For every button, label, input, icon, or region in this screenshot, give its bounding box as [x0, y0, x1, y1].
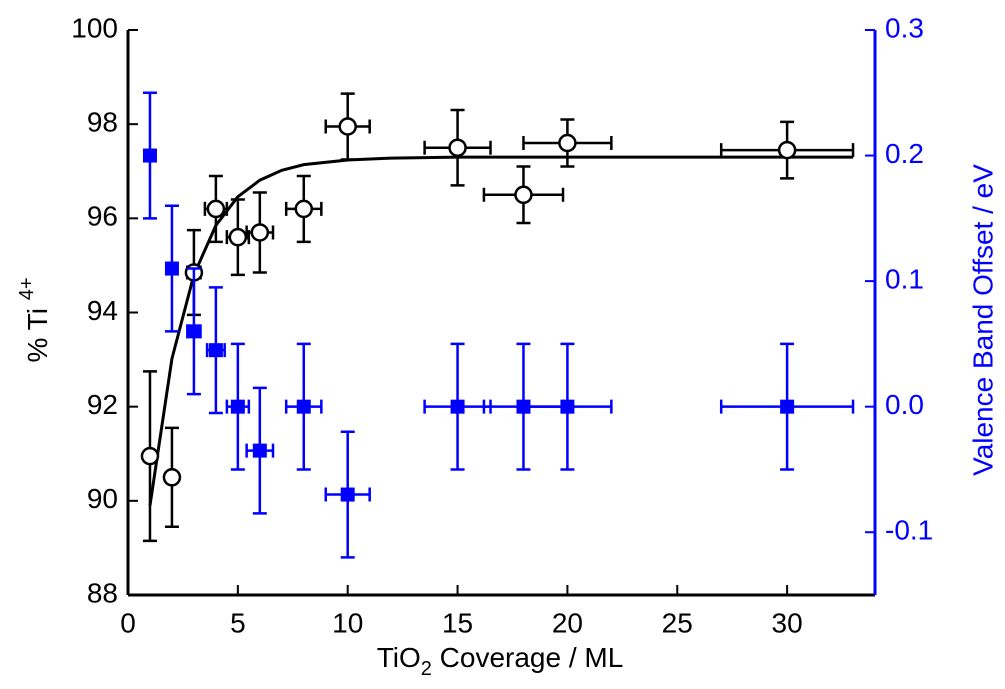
point [448, 138, 467, 157]
point [186, 324, 201, 339]
point [514, 185, 533, 205]
point [250, 223, 270, 242]
y-title-sup: 4+ [16, 277, 38, 300]
point [560, 399, 575, 414]
y-title-main: % Ti [22, 300, 53, 362]
y-tick-label: 94 [87, 295, 118, 326]
y2-tick-label: 0.1 [885, 264, 924, 295]
x-tick-label: 0 [120, 607, 136, 638]
y-tick-label: 88 [87, 577, 118, 608]
point [338, 117, 357, 136]
point [230, 399, 245, 414]
y-tick-label: 98 [87, 107, 118, 138]
x-tick-label: 5 [230, 607, 246, 638]
y2-axis-title: Valence Band Offset / eV [967, 164, 998, 476]
y2-tick-label: 0.0 [885, 389, 924, 420]
point [780, 399, 795, 414]
fit-curve [148, 155, 854, 506]
y-tick-label: 90 [87, 483, 118, 514]
point [164, 261, 179, 276]
y-tick-label: 96 [87, 201, 118, 232]
point [208, 343, 223, 358]
point [296, 399, 311, 414]
point [252, 443, 267, 458]
x-tick-label: 25 [662, 607, 693, 638]
point [294, 199, 314, 219]
point [206, 199, 226, 219]
point [142, 148, 157, 163]
y-tick-label: 92 [87, 389, 118, 420]
x-title-main: TiO [377, 642, 421, 673]
point [340, 487, 355, 502]
point [450, 399, 465, 414]
y2-tick-label: -0.1 [885, 515, 933, 546]
y-tick-label: 100 [71, 12, 118, 43]
x-axis-title: TiO2 Coverage / ML [377, 642, 624, 680]
x-tick-label: 10 [332, 607, 363, 638]
x-tick-label: 20 [552, 607, 583, 638]
y-axis-title: % Ti 4+ [16, 277, 53, 362]
x-title-rest: Coverage / ML [432, 642, 623, 673]
point [140, 446, 160, 466]
point [558, 133, 577, 153]
x-tick-label: 15 [442, 607, 473, 638]
y2-tick-label: 0.3 [885, 12, 924, 43]
point [162, 468, 182, 487]
x-title-sub: 2 [421, 658, 432, 680]
y2-tick-label: 0.2 [885, 138, 924, 169]
x-tick-label: 30 [772, 607, 803, 638]
point [777, 140, 797, 160]
point [228, 227, 248, 247]
